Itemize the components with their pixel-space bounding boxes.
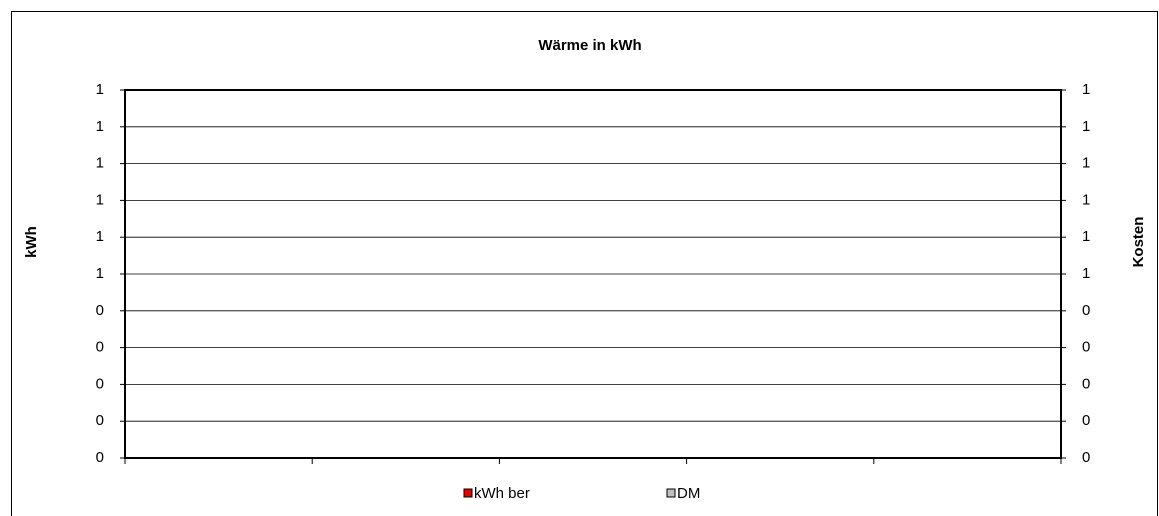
y2-tick-label: 0 bbox=[1082, 375, 1090, 392]
y-tick-label: 1 bbox=[96, 118, 104, 135]
plot-frame bbox=[124, 89, 1062, 459]
y-tick-label: 0 bbox=[96, 449, 104, 466]
y2-tick-label: 0 bbox=[1082, 339, 1090, 356]
y2-tick-label: 0 bbox=[1082, 412, 1090, 429]
y2-tick-label: 1 bbox=[1082, 118, 1090, 135]
y2-tick-label: 0 bbox=[1082, 449, 1090, 466]
y2-tick-label: 0 bbox=[1082, 302, 1090, 319]
y-tick-label: 0 bbox=[96, 302, 104, 319]
y2-tick-label: 1 bbox=[1082, 81, 1090, 98]
y-tick-label: 1 bbox=[96, 265, 104, 282]
legend-label: kWh ber bbox=[474, 485, 530, 502]
y-tick-label: 0 bbox=[96, 412, 104, 429]
chart-title: Wärme in kWh bbox=[538, 37, 641, 54]
y2-axis-title: Kosten bbox=[1130, 217, 1147, 268]
legend-swatch bbox=[666, 488, 676, 498]
chart-frame bbox=[11, 11, 1158, 516]
y-tick-label: 1 bbox=[96, 228, 104, 245]
y2-tick-label: 1 bbox=[1082, 191, 1090, 208]
legend-label: DM bbox=[677, 485, 700, 502]
legend-swatch bbox=[463, 488, 473, 498]
y-tick-label: 1 bbox=[96, 191, 104, 208]
y-tick-label: 1 bbox=[96, 155, 104, 172]
y2-tick-label: 1 bbox=[1082, 265, 1090, 282]
y-tick-label: 1 bbox=[96, 81, 104, 98]
y-tick-label: 0 bbox=[96, 375, 104, 392]
y-axis-title: kWh bbox=[23, 226, 40, 258]
y-tick-label: 0 bbox=[96, 339, 104, 356]
y2-tick-label: 1 bbox=[1082, 155, 1090, 172]
y2-tick-label: 1 bbox=[1082, 228, 1090, 245]
